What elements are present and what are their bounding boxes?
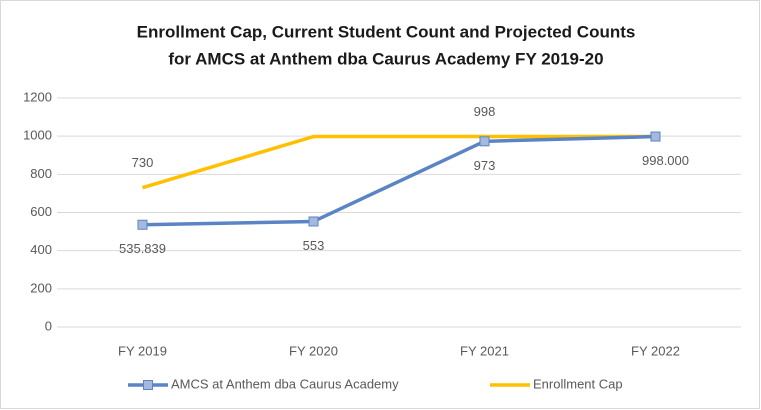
chart-title: Enrollment Cap, Current Student Count an…	[137, 22, 636, 41]
series-line	[141, 134, 656, 190]
point-marker	[479, 136, 490, 147]
y-tick-label: 1200	[23, 89, 52, 104]
data-label: 553	[303, 238, 325, 253]
point-marker	[137, 219, 148, 230]
legend-label: AMCS at Anthem dba Caurus Academy	[171, 376, 399, 391]
point-marker	[308, 216, 319, 227]
y-tick-label: 200	[30, 280, 52, 295]
y-tick-label: 800	[30, 166, 52, 181]
y-tick-label: 400	[30, 242, 52, 257]
x-tick-label: FY 2019	[118, 343, 167, 358]
y-tick-label: 0	[45, 318, 52, 333]
point-marker	[650, 131, 661, 142]
data-label: 998	[474, 104, 496, 119]
data-label: 730	[132, 155, 154, 170]
x-tick-label: FY 2021	[460, 343, 509, 358]
x-tick-label: FY 2022	[631, 343, 680, 358]
data-label: 998.000	[642, 153, 689, 168]
x-tick-label: FY 2020	[289, 343, 338, 358]
y-tick-label: 1000	[23, 128, 52, 143]
data-label: 535.839	[119, 241, 166, 256]
chart-title: for AMCS at Anthem dba Caurus Academy FY…	[168, 49, 603, 68]
legend-label: Enrollment Cap	[533, 376, 623, 391]
y-tick-label: 600	[30, 204, 52, 219]
series-line	[142, 134, 656, 227]
data-label: 973	[474, 158, 496, 173]
legend-marker	[143, 380, 153, 390]
